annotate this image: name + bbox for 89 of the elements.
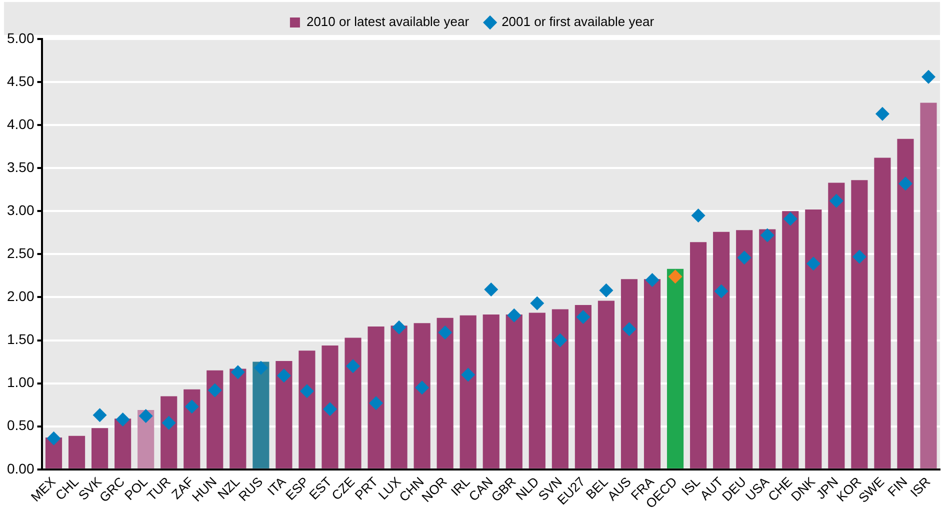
point <box>645 273 660 288</box>
point <box>276 368 291 383</box>
bar <box>252 362 270 468</box>
bar <box>690 242 707 468</box>
point <box>392 320 406 334</box>
bar <box>68 436 86 468</box>
point <box>162 416 176 430</box>
y-tick-label: 1.00 <box>7 374 34 390</box>
bar <box>713 232 730 468</box>
point <box>46 431 61 446</box>
y-tick-label: 3.50 <box>7 158 34 175</box>
bar <box>828 182 845 468</box>
y-tick-label: 2.00 <box>7 288 34 304</box>
bar <box>620 279 638 468</box>
point <box>530 296 544 310</box>
point <box>829 194 844 208</box>
y-tick-label: 4.00 <box>7 116 34 132</box>
bar <box>460 315 476 468</box>
point <box>668 270 682 284</box>
point <box>507 308 522 322</box>
bar <box>390 326 408 468</box>
y-tick-label: 4.50 <box>7 72 34 89</box>
point <box>438 326 452 340</box>
bar <box>552 309 568 468</box>
point <box>760 228 774 242</box>
point <box>806 256 820 271</box>
legend-label: 2010 or latest available year <box>306 14 470 30</box>
bar <box>230 368 246 468</box>
bar <box>368 326 384 468</box>
point <box>599 283 614 298</box>
point <box>184 400 199 414</box>
y-tick-label: 0.50 <box>7 417 34 434</box>
y-tick-label: 5.00 <box>7 30 34 46</box>
bar <box>598 300 615 468</box>
point <box>346 359 360 374</box>
point <box>898 176 912 191</box>
bar <box>184 389 200 468</box>
legend-label: 2001 or first available year <box>502 14 655 30</box>
point <box>553 333 568 348</box>
point <box>230 365 245 380</box>
y-tick-label: 0.00 <box>7 460 34 476</box>
point <box>92 408 107 422</box>
bar <box>276 360 292 468</box>
point <box>691 208 706 222</box>
y-tick-label: 1.50 <box>7 331 34 348</box>
bar <box>782 211 799 468</box>
bar <box>436 318 454 468</box>
point <box>714 284 728 298</box>
point <box>415 380 430 395</box>
y-tick-label: 2.50 <box>7 245 34 262</box>
point <box>116 412 130 426</box>
bar <box>528 312 546 468</box>
point <box>783 212 798 226</box>
bar <box>344 338 362 468</box>
bar <box>644 279 661 468</box>
bar <box>920 102 937 468</box>
bar <box>114 418 132 468</box>
bar <box>322 345 338 468</box>
bar <box>874 158 891 468</box>
y-tick-label: 3.00 <box>7 202 34 218</box>
point <box>737 250 752 265</box>
point <box>138 409 153 424</box>
x-tick-label: ISL <box>678 474 703 498</box>
bar <box>897 138 914 468</box>
bar <box>506 314 522 468</box>
bar <box>92 428 108 468</box>
point <box>875 106 890 121</box>
point <box>300 384 314 398</box>
bar <box>666 268 684 468</box>
bar <box>482 314 500 468</box>
point <box>921 70 936 84</box>
point <box>622 322 636 336</box>
point <box>461 368 476 382</box>
point <box>322 402 337 416</box>
bar <box>206 370 224 468</box>
point <box>576 310 590 324</box>
bar <box>298 350 316 468</box>
point <box>852 250 866 264</box>
point <box>208 383 222 398</box>
bar <box>736 230 753 468</box>
point <box>369 396 384 410</box>
bar <box>574 304 592 468</box>
bar <box>759 229 776 468</box>
bar <box>160 396 178 468</box>
bar <box>805 209 822 468</box>
bar <box>414 323 430 468</box>
point <box>254 360 268 375</box>
bar <box>851 180 868 468</box>
point <box>484 282 498 296</box>
